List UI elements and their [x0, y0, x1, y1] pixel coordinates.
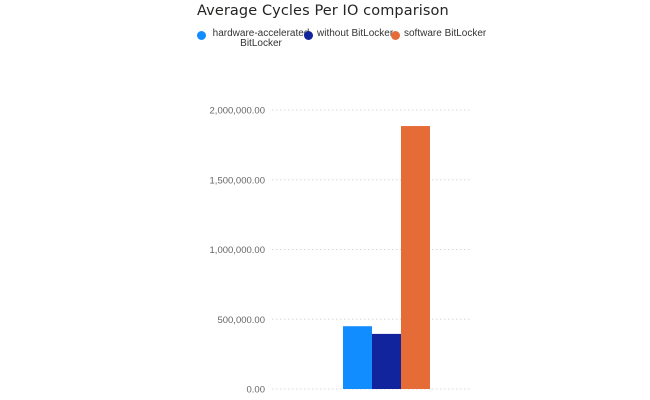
legend-label-hardware-accelerated: hardware-accelerated BitLocker [212, 28, 310, 49]
legend-item-hardware-accelerated[interactable]: hardware-accelerated BitLocker [197, 29, 316, 49]
y-tick-label: 1,000,000.00 [210, 245, 265, 256]
bar-without-bitlocker[interactable] [372, 333, 401, 389]
y-tick-label: 1,500,000.00 [210, 175, 265, 186]
legend: hardware-accelerated BitLocker without B… [0, 29, 650, 53]
legend-label-without-bitlocker: without BitLocker [317, 28, 394, 39]
legend-item-without-bitlocker[interactable]: without BitLocker [304, 29, 393, 40]
y-tick-label: 2,000,000.00 [210, 106, 265, 117]
bar-hardware-accelerated-bitlocker[interactable] [343, 326, 372, 389]
legend-marker-without-bitlocker [304, 31, 313, 40]
chart-title: Average Cycles Per IO comparison [197, 3, 449, 19]
legend-marker-hardware-accelerated [197, 31, 206, 40]
legend-marker-software-bitlocker [391, 31, 400, 40]
bar-software-bitlocker[interactable] [401, 126, 430, 389]
legend-label-software-bitlocker: software BitLocker [404, 28, 487, 39]
y-tick-label: 0.00 [247, 385, 266, 396]
y-tick-label: 500,000.00 [217, 315, 265, 326]
legend-item-software-bitlocker[interactable]: software BitLocker [391, 29, 486, 40]
